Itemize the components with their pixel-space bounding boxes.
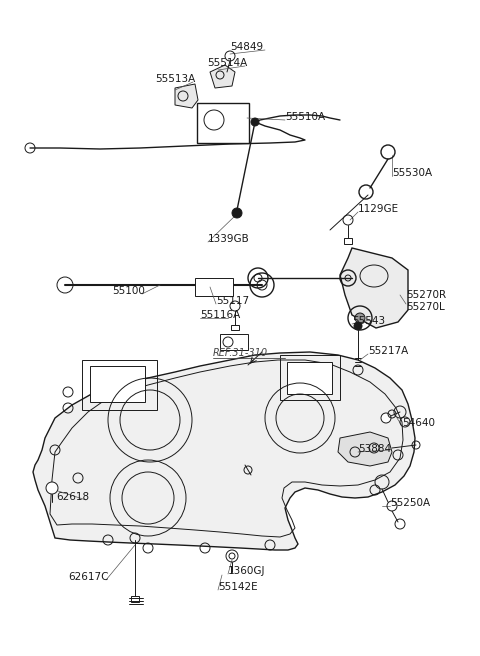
Text: 62618: 62618 [56,492,89,502]
Bar [90,366,145,402]
Text: 55510A: 55510A [285,112,325,122]
Text: 55543: 55543 [352,316,385,326]
Text: 1129GE: 1129GE [358,204,399,214]
Circle shape [46,482,58,494]
Text: 55217A: 55217A [368,346,408,356]
Text: 54849: 54849 [230,42,263,52]
Bar [82,360,157,410]
Text: 1360GJ: 1360GJ [228,566,265,576]
Bar [131,596,139,602]
Circle shape [251,118,259,126]
Text: 55514A: 55514A [207,58,247,68]
Circle shape [232,208,242,218]
Text: 53884: 53884 [358,444,391,454]
Text: 55116A: 55116A [200,310,240,320]
Text: REF.31-310: REF.31-310 [213,348,268,358]
Polygon shape [338,432,392,466]
Polygon shape [175,84,198,108]
Bar [280,355,340,400]
Bar [197,103,249,143]
Bar [220,334,248,350]
Text: 55100: 55100 [112,286,145,296]
Bar [344,238,352,244]
Text: 55117: 55117 [216,296,249,306]
Text: 55250A: 55250A [390,498,430,508]
Circle shape [354,322,362,330]
Text: 62617C: 62617C [68,572,108,582]
Polygon shape [340,248,408,328]
Circle shape [381,413,391,423]
Polygon shape [210,65,235,88]
Text: 55270R: 55270R [406,290,446,300]
Bar [287,362,332,394]
Circle shape [204,110,224,130]
Text: 54640: 54640 [402,418,435,428]
Text: 55530A: 55530A [392,168,432,178]
Circle shape [355,313,365,323]
Text: 55142E: 55142E [218,582,258,592]
Polygon shape [33,352,415,550]
Text: 55513A: 55513A [155,74,195,84]
Text: 55270L: 55270L [406,302,445,312]
Bar [195,278,233,296]
Bar [231,325,239,330]
Text: 1339GB: 1339GB [208,234,250,244]
